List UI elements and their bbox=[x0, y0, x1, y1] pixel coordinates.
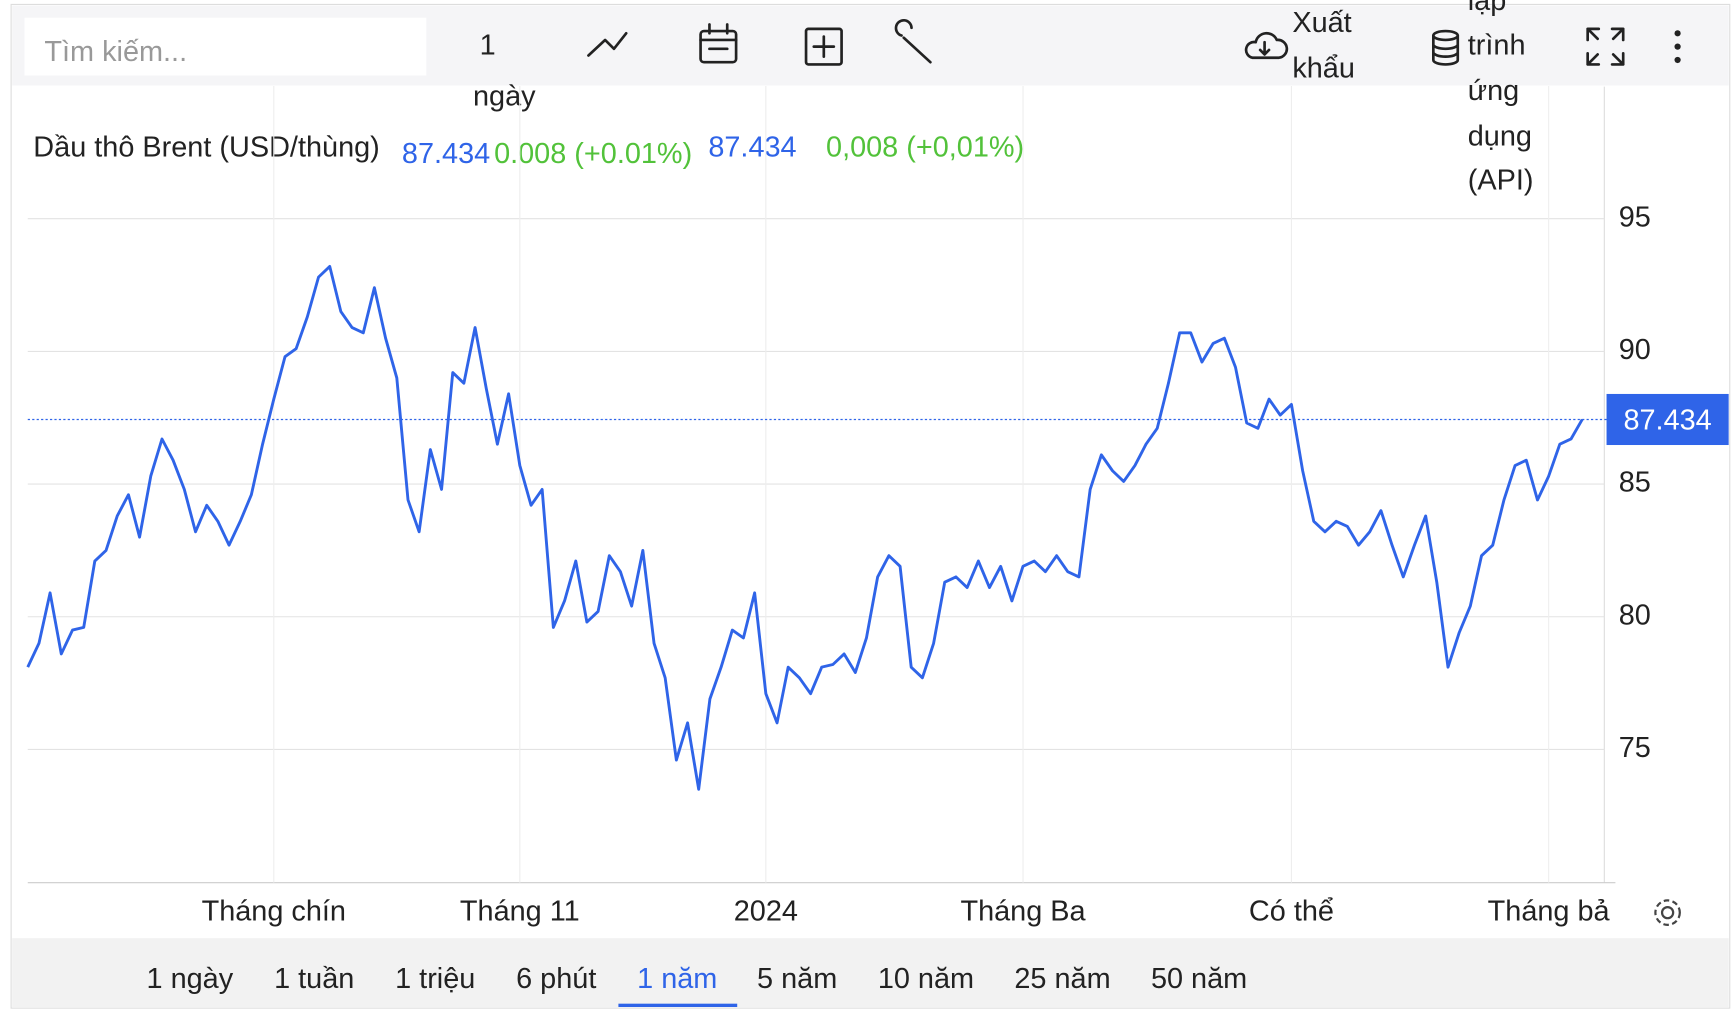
interval-number[interactable]: 1 bbox=[480, 29, 496, 61]
api-label[interactable]: trình bbox=[1468, 29, 1526, 61]
y-tick-label: 95 bbox=[1619, 201, 1651, 233]
api-label[interactable]: lập bbox=[1468, 0, 1507, 17]
search-box[interactable] bbox=[24, 17, 427, 76]
export-icon[interactable] bbox=[1244, 31, 1289, 60]
range-bar bbox=[12, 938, 1729, 1008]
export-label[interactable]: khẩu bbox=[1292, 53, 1355, 85]
range-button[interactable]: 1 tuần bbox=[274, 963, 354, 995]
fullscreen-icon[interactable] bbox=[1586, 27, 1625, 66]
x-tick-label: Tháng chín bbox=[202, 895, 346, 927]
search-placeholder: Tìm kiếm... bbox=[44, 36, 187, 68]
y-tick-label: 75 bbox=[1619, 732, 1651, 764]
line-icon[interactable] bbox=[587, 31, 628, 57]
range-button[interactable]: 1 triệu bbox=[395, 963, 475, 995]
api-label[interactable]: ứng bbox=[1468, 75, 1519, 107]
x-tick-label: Tháng Ba bbox=[960, 895, 1086, 927]
wrench-icon[interactable] bbox=[894, 19, 932, 64]
active-range-underline bbox=[618, 1003, 738, 1008]
legend-price: 87.434 bbox=[402, 138, 490, 170]
range-button[interactable]: 6 phút bbox=[516, 963, 596, 995]
legend-price: 87.434 bbox=[708, 131, 796, 163]
api-label[interactable]: dụng bbox=[1468, 120, 1532, 152]
chart-title: Dầu thô Brent (USD/thùng) bbox=[33, 131, 379, 163]
menu-icon[interactable] bbox=[1674, 30, 1681, 64]
last-price-badge bbox=[1606, 393, 1729, 446]
range-button[interactable]: 25 năm bbox=[1014, 963, 1110, 995]
settings-icon[interactable] bbox=[1654, 899, 1681, 926]
export-label[interactable]: Xuất bbox=[1292, 7, 1351, 39]
legend-change: 0,008 (+0,01%) bbox=[826, 131, 1024, 163]
plot: 75 80 85 90 95 Tháng chín Tháng 11 2024 Tháng Ba… bbox=[26, 86, 1729, 927]
y-tick-label: 85 bbox=[1619, 467, 1651, 499]
x-tick-label: Tháng 11 bbox=[460, 895, 580, 927]
frame bbox=[10, 3, 1731, 1009]
calendar-icon[interactable] bbox=[699, 23, 738, 64]
range-button[interactable]: 50 năm bbox=[1151, 963, 1247, 995]
interval-unit[interactable]: ngày bbox=[473, 80, 536, 112]
x-tick-label: 2024 bbox=[734, 895, 798, 927]
add-icon[interactable] bbox=[804, 27, 843, 66]
api-icon[interactable] bbox=[1432, 29, 1460, 66]
range-button[interactable]: 1 ngày bbox=[147, 963, 234, 995]
legend-change: 0.008 (+0.01%) bbox=[494, 138, 692, 170]
range-button[interactable]: 1 năm bbox=[637, 963, 717, 995]
price-line bbox=[26, 265, 1584, 791]
x-tick-label: Có thể bbox=[1249, 895, 1334, 927]
y-tick-label: 80 bbox=[1619, 599, 1651, 631]
api-label[interactable]: (API) bbox=[1468, 165, 1534, 197]
x-tick-label: Tháng bả bbox=[1488, 895, 1611, 927]
range-button[interactable]: 5 năm bbox=[757, 963, 837, 995]
y-tick-label: 90 bbox=[1619, 334, 1651, 366]
range-button[interactable]: 10 năm bbox=[878, 963, 974, 995]
last-price-label: 87.434 bbox=[1623, 404, 1711, 436]
